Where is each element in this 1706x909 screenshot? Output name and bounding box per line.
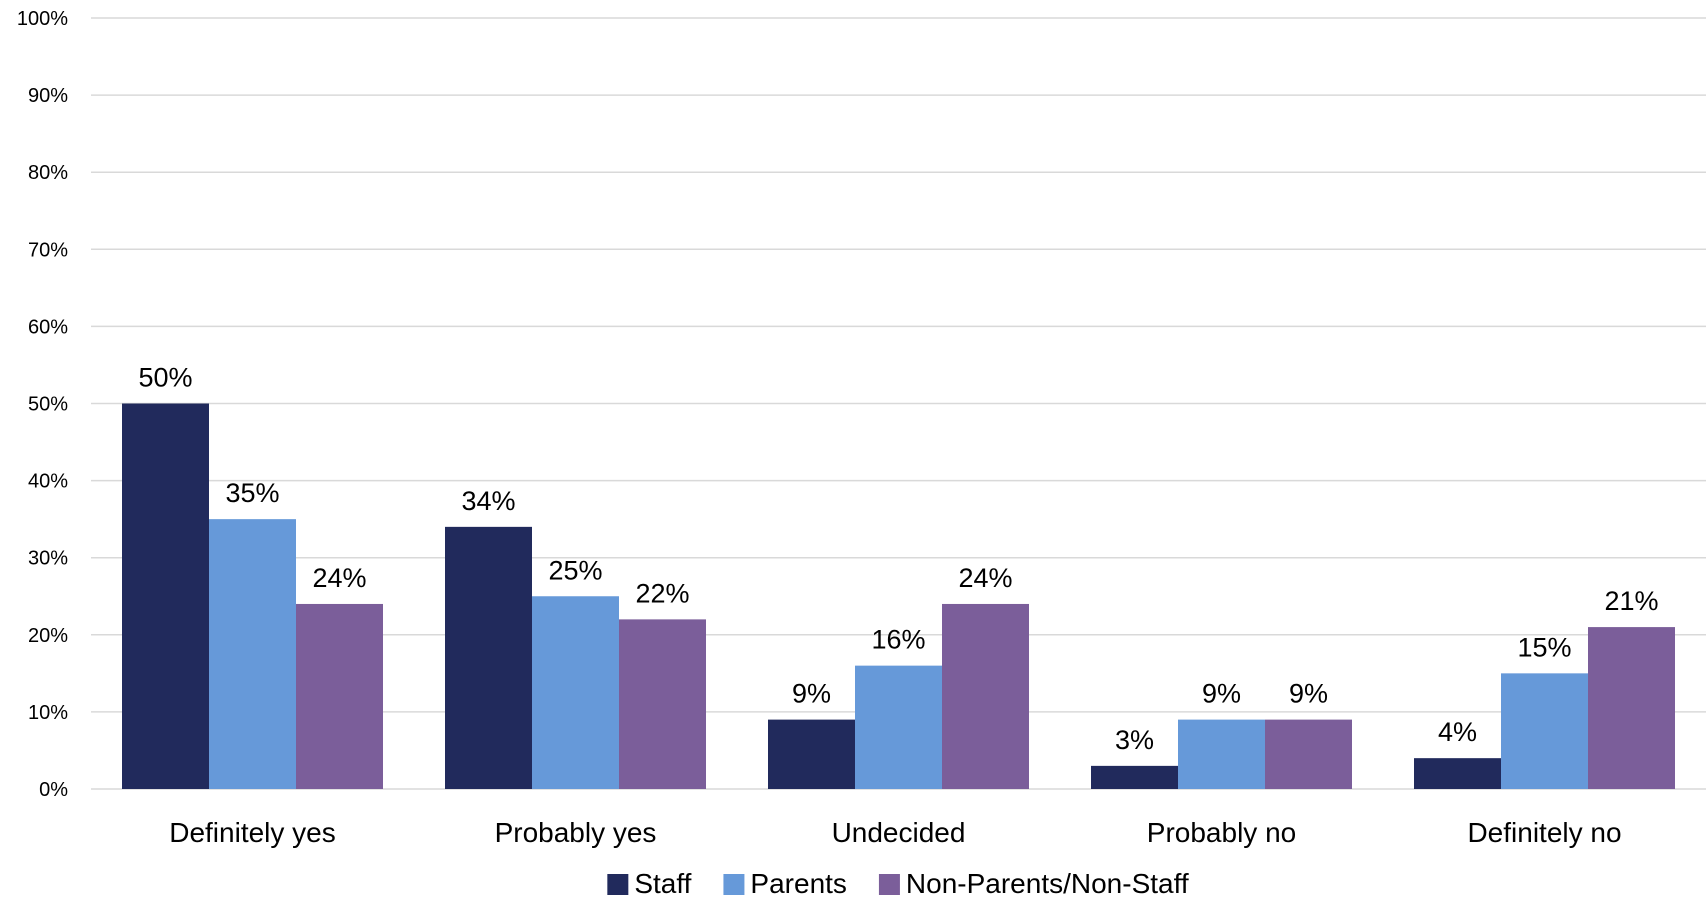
bar-staff (768, 719, 855, 789)
x-category-label: Probably no (1147, 817, 1296, 848)
x-category-label: Undecided (832, 817, 966, 848)
legend-label: Parents (750, 868, 847, 899)
bar-non-parents-non-staff (619, 619, 706, 789)
y-axis: 0% 10% 20% 30% 40% 50% 60% 70% 80% 90% 100% (17, 8, 68, 801)
data-label: 25% (548, 555, 602, 585)
data-label: 35% (225, 478, 279, 508)
data-labels: 50% 35% 24% 34% 25% 22% 9% 16% 24% 3% 9% 9% 4% 15% 21% (138, 363, 1658, 755)
y-tick-label: 40% (28, 471, 68, 493)
x-category-label: Definitely yes (169, 817, 336, 848)
data-label: 9% (1289, 679, 1328, 709)
legend-swatch (878, 874, 900, 895)
data-label: 21% (1604, 586, 1658, 616)
bar-non-parents-non-staff (942, 603, 1029, 789)
bar-staff (122, 403, 209, 789)
bar-staff (1414, 758, 1501, 789)
bar-non-parents-non-staff (1588, 627, 1675, 789)
legend-label: Non-Parents/Non-Staff (906, 868, 1189, 899)
bar-staff (445, 526, 532, 789)
bar-parents (209, 519, 296, 789)
x-category-label: Definitely no (1467, 817, 1621, 848)
data-label: 24% (312, 563, 366, 593)
legend-label: Staff (634, 868, 691, 899)
y-tick-label: 0% (39, 779, 68, 801)
bar-staff (1091, 765, 1178, 789)
bar-non-parents-non-staff (1265, 719, 1352, 789)
legend: Staff Parents Non-Parents/Non-Staff (607, 868, 1189, 899)
bar-parents (1178, 719, 1265, 789)
y-tick-label: 90% (28, 85, 68, 107)
data-label: 3% (1115, 725, 1154, 755)
y-tick-label: 20% (28, 625, 68, 647)
x-axis: Definitely yes Probably yes Undecided Proba… (169, 817, 1621, 848)
data-label: 34% (461, 486, 515, 516)
y-tick-label: 70% (28, 239, 68, 261)
legend-item: Staff (607, 868, 692, 899)
bars (122, 403, 1675, 789)
data-label: 15% (1517, 632, 1571, 662)
data-label: 9% (1202, 679, 1241, 709)
y-tick-label: 10% (28, 702, 68, 724)
bar-non-parents-non-staff (296, 603, 383, 789)
bar-parents (532, 596, 619, 789)
data-label: 22% (635, 578, 689, 608)
legend-swatch (723, 874, 745, 895)
legend-swatch (607, 874, 629, 895)
y-tick-label: 30% (28, 548, 68, 570)
data-label: 50% (138, 363, 192, 393)
legend-item: Non-Parents/Non-Staff (878, 868, 1189, 899)
data-label: 4% (1438, 717, 1477, 747)
bar-parents (1501, 673, 1588, 789)
data-label: 24% (958, 563, 1012, 593)
legend-item: Parents (723, 868, 847, 899)
y-tick-label: 50% (28, 394, 68, 416)
y-tick-label: 60% (28, 316, 68, 338)
y-tick-label: 100% (17, 8, 68, 30)
data-label: 16% (871, 625, 925, 655)
data-label: 9% (792, 679, 831, 709)
y-tick-label: 80% (28, 162, 68, 184)
bar-parents (855, 665, 942, 789)
x-category-label: Probably yes (495, 817, 657, 848)
